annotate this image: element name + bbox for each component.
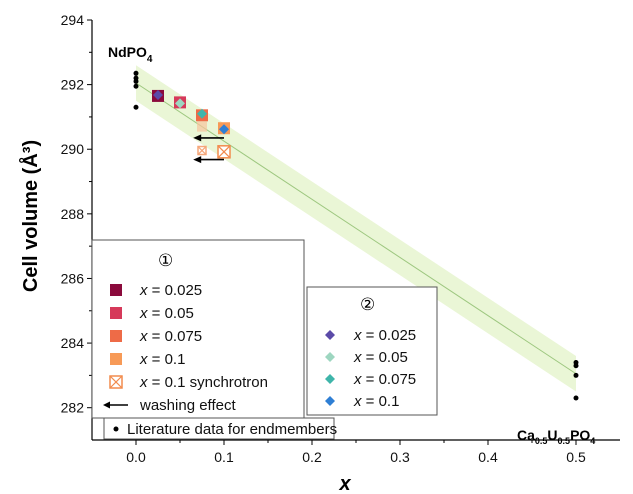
- x-tick-label: 0.2: [302, 449, 322, 465]
- literature-point-2: [133, 78, 139, 84]
- legend-1-marker-5-head: [103, 401, 110, 409]
- legend-2-frame: [306, 286, 438, 416]
- legend-1-marker-4: [109, 375, 123, 389]
- y-tick-label: 290: [61, 141, 85, 157]
- series1-point-5-cross-b: [197, 146, 207, 155]
- y-tick-label: 286: [61, 270, 85, 286]
- legend-3-frame: [103, 417, 335, 440]
- y-tick-label: 292: [61, 77, 85, 93]
- legend-2-label-1: x = 0.05: [353, 349, 408, 366]
- x-axis-title: x: [338, 473, 351, 494]
- x-tick-label: 0.1: [214, 449, 234, 465]
- legend-3-marker: [113, 426, 119, 432]
- literature-point-6: [573, 363, 579, 369]
- legend-1-label-3: x = 0.1: [139, 351, 185, 368]
- legend-2-marker-3: [325, 396, 335, 406]
- data-layer: [133, 70, 579, 401]
- legend-1-title: ①: [158, 251, 173, 271]
- y-tick-label: 282: [61, 400, 85, 416]
- series1-point-4-cross-b: [217, 145, 231, 159]
- literature-point-8: [573, 395, 579, 401]
- series1-point-4: [217, 145, 231, 159]
- legend-1-marker-5: [103, 401, 128, 409]
- series1-point-5: [197, 145, 207, 156]
- legend-series-1: ① x = 0.025 x = 0.05 x = 0.075 x = 0.1 x = 0…: [91, 239, 305, 419]
- annotation-ca-u-po4: Ca0.5U0.5PO4: [517, 427, 595, 446]
- literature-point-7: [573, 372, 579, 378]
- legend-literature: Literature data for endmembers: [103, 417, 337, 440]
- literature-point-0: [133, 70, 139, 76]
- x-tick-label: 0.0: [126, 449, 146, 465]
- axes: 282 284 286 288 290 292 294 0.0 0.1 0.2 0.3 0.4 0.5: [61, 12, 620, 465]
- trend-band-layer: [135, 65, 577, 392]
- legend-1-marker-0: [110, 284, 122, 296]
- series2-point-2: [197, 108, 207, 119]
- legend-2-marker-0: [325, 330, 335, 340]
- series2-point-3: [219, 124, 229, 135]
- y-tick-label: 284: [61, 335, 85, 351]
- x-tick-label: 0.4: [478, 449, 498, 465]
- legend-1-label-5: washing effect: [139, 397, 236, 414]
- legend-1-marker-3: [110, 353, 122, 365]
- legend-1-label-2: x = 0.075: [139, 328, 202, 345]
- legend-3-label: Literature data for endmembers: [127, 421, 337, 438]
- legend-2-marker-1: [325, 352, 335, 362]
- legend-series-2: ② x = 0.025 x = 0.05 x = 0.075 x = 0.1: [306, 286, 438, 416]
- washing-arrow-0: [193, 134, 224, 142]
- annotation-ndpo4: NdPO4: [108, 44, 153, 65]
- literature-point-4: [133, 104, 139, 110]
- trend-line: [135, 82, 577, 375]
- legend-1-label-4: x = 0.1 synchrotron: [139, 374, 268, 391]
- legend-1-marker-2: [110, 330, 122, 342]
- legend-1-frame: [91, 239, 305, 419]
- legend-1-marker-4-cross-b: [109, 375, 123, 389]
- legend-1-label-0: x = 0.025: [139, 282, 202, 299]
- legend-1-marker-1: [110, 307, 122, 319]
- washing-arrow-1: [193, 156, 224, 164]
- literature-point-3: [133, 83, 139, 89]
- series2-point-0: [153, 89, 163, 100]
- legend-2-label-2: x = 0.075: [353, 371, 416, 388]
- washing-arrow-head: [193, 134, 202, 142]
- legend-2-marker-2: [325, 374, 335, 384]
- x-tick-label: 0.5: [566, 449, 586, 465]
- y-tick-label: 294: [61, 12, 85, 28]
- y-tick-label: 288: [61, 206, 85, 222]
- series1-point-6: [197, 121, 207, 132]
- legend-2-label-0: x = 0.025: [353, 327, 416, 344]
- legend-2-label-3: x = 0.1: [353, 393, 399, 410]
- washing-arrow-head: [193, 156, 202, 164]
- legend-1-label-1: x = 0.05: [139, 305, 194, 322]
- y-axis-title: Cell volume (Å³): [18, 140, 42, 292]
- series2-point-1: [175, 98, 185, 109]
- legend-2-title: ②: [360, 295, 375, 315]
- x-tick-label: 0.3: [390, 449, 410, 465]
